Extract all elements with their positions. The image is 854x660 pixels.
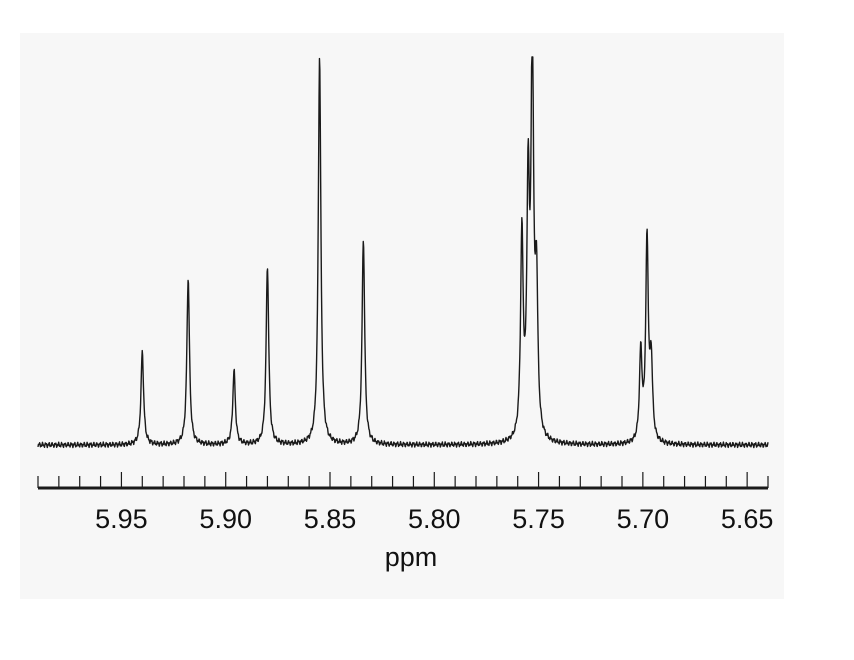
spectrum-panel: 5.95 5.90 5.85 5.80 5.75 5.70 5.65 ppm — [20, 33, 784, 599]
x-tick-label: 5.95 — [95, 504, 148, 534]
x-axis-tick-labels: 5.95 5.90 5.85 5.80 5.75 5.70 5.65 — [95, 504, 773, 534]
spectrum-trace-group — [37, 56, 769, 449]
peak-point — [186, 276, 190, 280]
nmr-spectrum-chart: 5.95 5.90 5.85 5.80 5.75 5.70 5.65 ppm — [37, 55, 773, 572]
x-tick-label: 5.75 — [512, 504, 565, 534]
peak-point — [361, 237, 365, 241]
peak-markers — [140, 55, 653, 373]
spectrum-trace — [37, 56, 769, 449]
x-axis-ticks — [37, 472, 769, 488]
x-tick-label: 5.80 — [408, 504, 461, 534]
x-axis-label: ppm — [385, 542, 438, 572]
x-tick-label: 5.70 — [617, 504, 670, 534]
x-tick-label: 5.90 — [199, 504, 252, 534]
peak-point — [265, 265, 269, 269]
x-tick-label: 5.85 — [304, 504, 357, 534]
x-tick-label: 5.65 — [721, 504, 774, 534]
